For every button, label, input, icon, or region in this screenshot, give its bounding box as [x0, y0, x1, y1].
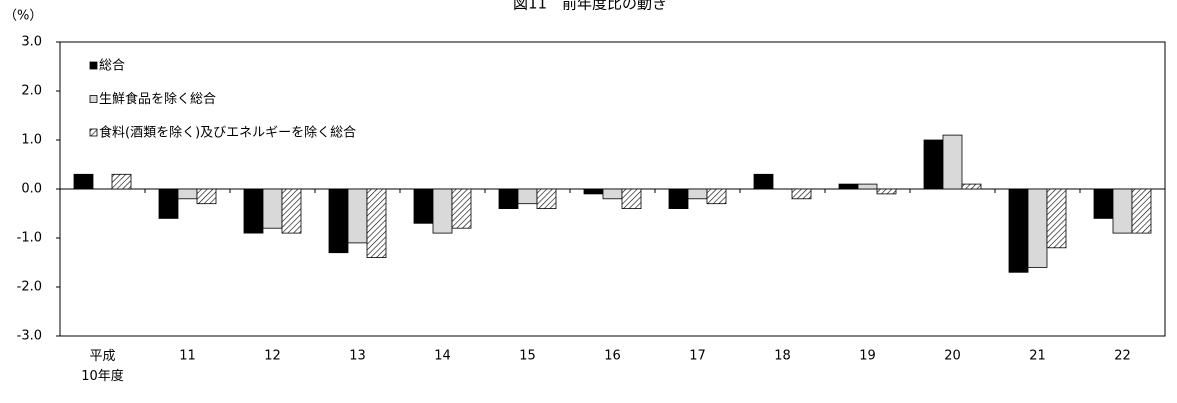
- legend-label: 生鮮食品を除く総合: [99, 91, 216, 107]
- bar: [243, 188, 264, 234]
- bar: [158, 188, 179, 219]
- bar: [111, 173, 132, 190]
- x-tick-label: 15: [519, 349, 536, 364]
- x-tick-label: 22: [1114, 349, 1131, 364]
- bar: [1008, 188, 1029, 273]
- x-tick-label: 19: [859, 349, 876, 364]
- bar: [432, 188, 453, 234]
- x-tick-label: 16: [604, 349, 621, 364]
- x-tick-label: 13: [349, 349, 366, 364]
- y-tick-label: 3.0: [21, 35, 42, 50]
- bar: [621, 188, 642, 210]
- bar: [281, 188, 302, 234]
- legend-label: 食料(酒類を除く)及びエネルギーを除く総合: [99, 125, 356, 141]
- bar: [668, 188, 689, 210]
- bar: [517, 188, 538, 205]
- bar: [923, 139, 944, 190]
- bar: [366, 188, 387, 258]
- y-tick-label: 2.0: [21, 84, 42, 99]
- bar: [1112, 188, 1133, 234]
- bar: [73, 173, 94, 190]
- x-tick-label: 14: [434, 349, 451, 364]
- legend-swatch: [89, 128, 98, 137]
- y-tick-label: -1.0: [17, 231, 42, 246]
- bar: [413, 188, 434, 224]
- bar: [753, 173, 774, 190]
- bar: [1046, 188, 1067, 249]
- bar: [583, 188, 604, 195]
- bar: [262, 188, 283, 229]
- bar: [451, 188, 472, 229]
- x-tick-label: 17: [689, 349, 706, 364]
- bar: [706, 188, 727, 205]
- legend-label: 総合: [99, 59, 125, 74]
- bar: [876, 188, 897, 195]
- bar: [857, 183, 878, 190]
- bar: [536, 188, 557, 210]
- x-tick-label: 平成 10年度: [81, 349, 124, 384]
- bar: [942, 134, 963, 190]
- x-tick-label: 18: [774, 349, 791, 364]
- bar: [687, 188, 708, 200]
- bar: [961, 183, 982, 190]
- legend-swatch: [89, 61, 98, 70]
- bar: [1131, 188, 1152, 234]
- legend-swatch: [89, 95, 98, 103]
- bar: [177, 188, 198, 200]
- y-axis-label: （%）: [4, 9, 42, 24]
- bar: [498, 188, 519, 210]
- bar: [791, 188, 812, 200]
- bar: [328, 188, 349, 254]
- bar: [838, 183, 859, 190]
- bar: [347, 188, 368, 244]
- y-tick-label: -3.0: [17, 329, 42, 344]
- x-tick-label: 12: [264, 349, 281, 364]
- x-tick-label: 21: [1029, 349, 1046, 364]
- x-tick-label: 11: [179, 349, 196, 364]
- y-tick-label: 0.0: [21, 182, 42, 197]
- x-tick-label: 20: [944, 349, 961, 364]
- y-tick-label: 1.0: [21, 133, 42, 148]
- bar: [196, 188, 217, 205]
- bar: [602, 188, 623, 200]
- bar: [1093, 188, 1114, 219]
- bar: [1027, 188, 1048, 268]
- y-tick-label: -2.0: [17, 280, 42, 295]
- chart-title: 図11 前年度比の動き: [513, 0, 667, 13]
